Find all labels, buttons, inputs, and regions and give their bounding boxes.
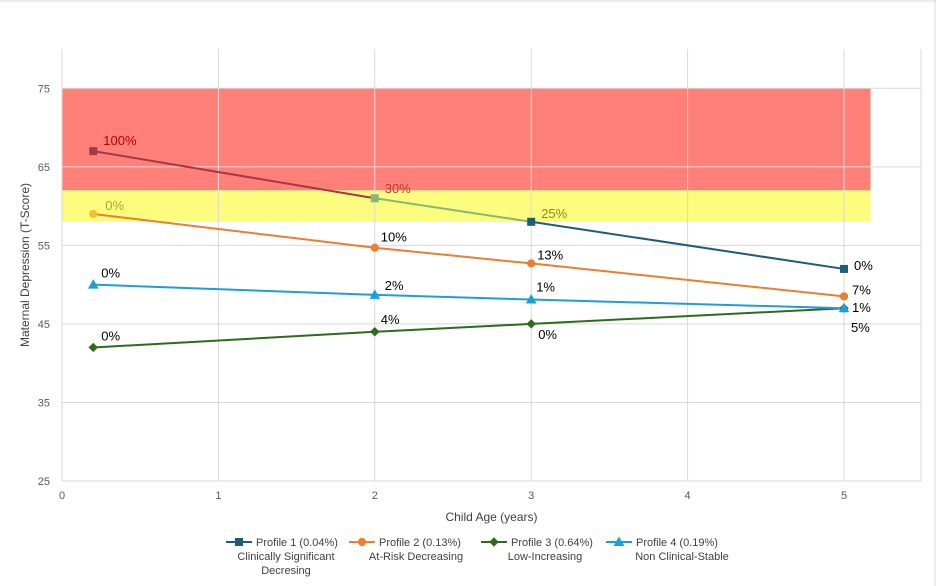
profile-3-point	[88, 342, 98, 353]
profile-4-line-segment	[374, 293, 532, 301]
profile-2-point	[89, 209, 98, 219]
profile-4-point	[369, 289, 381, 299]
profile-2-data-label: 10%	[381, 230, 407, 245]
profile-2-line-segment	[374, 246, 532, 265]
x-tick-label: 3	[528, 490, 534, 502]
legend-series-sublabel: Low-Increasing	[508, 551, 583, 563]
profile-2-data-label: 7%	[852, 282, 871, 297]
profile-3-data-label: 5%	[851, 320, 870, 335]
profile-4-point	[838, 302, 850, 313]
profile-1-data-label: 100%	[103, 133, 137, 148]
legend-marker-icon	[357, 537, 367, 547]
profile-1-point	[370, 194, 379, 203]
y-axis-title: Maternal Depression (T-Score)	[18, 183, 32, 347]
profile-3-data-label: 4%	[381, 312, 400, 327]
x-tick-label: 1	[215, 490, 221, 502]
y-tick-label: 75	[38, 83, 50, 95]
profile-2-line-segment	[93, 212, 375, 249]
profile-4-data-label: 1%	[852, 300, 871, 315]
legend-item-profile-4: Profile 4 (0.19%)	[606, 536, 718, 549]
at-risk-band	[62, 190, 871, 222]
x-tick-label: 0	[59, 490, 65, 502]
legend-series-name: Profile 2 (0.13%)	[379, 537, 461, 549]
profile-3-point	[370, 327, 380, 337]
legend-item-profile-3: Profile 3 (0.64%)	[481, 537, 593, 549]
profile-1-point	[840, 264, 848, 273]
profile-3-line-segment	[531, 307, 845, 325]
legend-item-profile-2: Profile 2 (0.13%)	[349, 537, 461, 549]
y-tick-label: 45	[38, 319, 50, 331]
profile-2-point	[370, 243, 379, 252]
profile-1-point	[89, 147, 98, 156]
data-labels: 100% 30% 25% 0% 0% 10% 13% 7% 0% 4% 0% 5% 0% 2% 1% 1%	[101, 133, 873, 343]
profile-2-point	[839, 292, 849, 301]
legend-series-sublabel: At-Risk Decreasing	[369, 551, 463, 563]
legend-series-sublabel: Clinically Significant	[237, 551, 334, 563]
legend-marker-icon	[613, 536, 625, 546]
legend-series-sublabel: Decresing	[261, 565, 311, 577]
legend-marker-icon	[489, 537, 499, 547]
legend: Profile 1 (0.04%) Profile 2 (0.13%) Profil…	[226, 536, 729, 577]
profile-1-line-segment	[374, 197, 532, 223]
profile-1-line-segment	[93, 150, 375, 200]
x-tick-label: 4	[685, 490, 691, 502]
profile-4-data-label: 0%	[101, 266, 120, 281]
profile-3-data-label: 0%	[538, 327, 557, 342]
profile-3-line-segment	[374, 322, 532, 333]
profile-1-line-segment	[531, 220, 845, 270]
x-tick-label: 5	[841, 490, 847, 502]
legend-marker-icon	[235, 538, 243, 546]
x-axis-title: Child Age (years)	[445, 510, 537, 524]
series-lines	[93, 150, 845, 349]
profile-4-data-label: 1%	[536, 280, 555, 295]
profile-4-point	[525, 294, 537, 304]
profile-2-line-segment	[531, 262, 845, 298]
profile-2-data-label: 0%	[105, 198, 124, 213]
legend-series-name: Profile 4 (0.19%)	[636, 537, 718, 549]
y-tick-label: 35	[38, 397, 50, 409]
legend-series-name: Profile 1 (0.04%)	[256, 537, 338, 549]
profile-4-line-segment	[93, 283, 375, 296]
profile-1-data-label: 25%	[541, 206, 567, 221]
profile-4-data-label: 2%	[385, 278, 404, 293]
x-tick-label: 2	[372, 490, 378, 502]
y-tick-label: 65	[38, 162, 50, 174]
profile-4-line-segment	[531, 298, 845, 310]
profile-4-point	[87, 279, 99, 289]
profile-2-data-label: 13%	[537, 247, 563, 262]
series-markers	[87, 147, 850, 353]
y-tick-label: 55	[38, 240, 50, 252]
clinical-band	[62, 88, 871, 191]
profile-2-point	[527, 259, 536, 268]
profile-1-point	[527, 217, 536, 226]
profile-3-point	[526, 319, 536, 329]
profile-3-data-label: 0%	[101, 328, 120, 343]
axes: Child Age (years) Maternal Depression (T…	[18, 83, 847, 524]
threshold-bands	[62, 88, 871, 222]
profile-1-data-label: 30%	[385, 181, 411, 196]
legend-item-profile-1: Profile 1 (0.04%)	[226, 537, 338, 549]
y-tick-label: 25	[38, 476, 50, 488]
legend-series-name: Profile 3 (0.64%)	[511, 537, 593, 549]
profile-3-line-segment	[93, 330, 375, 349]
legend-series-sublabel: Non Clinical-Stable	[635, 551, 729, 563]
profile-1-data-label: 0%	[854, 258, 873, 273]
